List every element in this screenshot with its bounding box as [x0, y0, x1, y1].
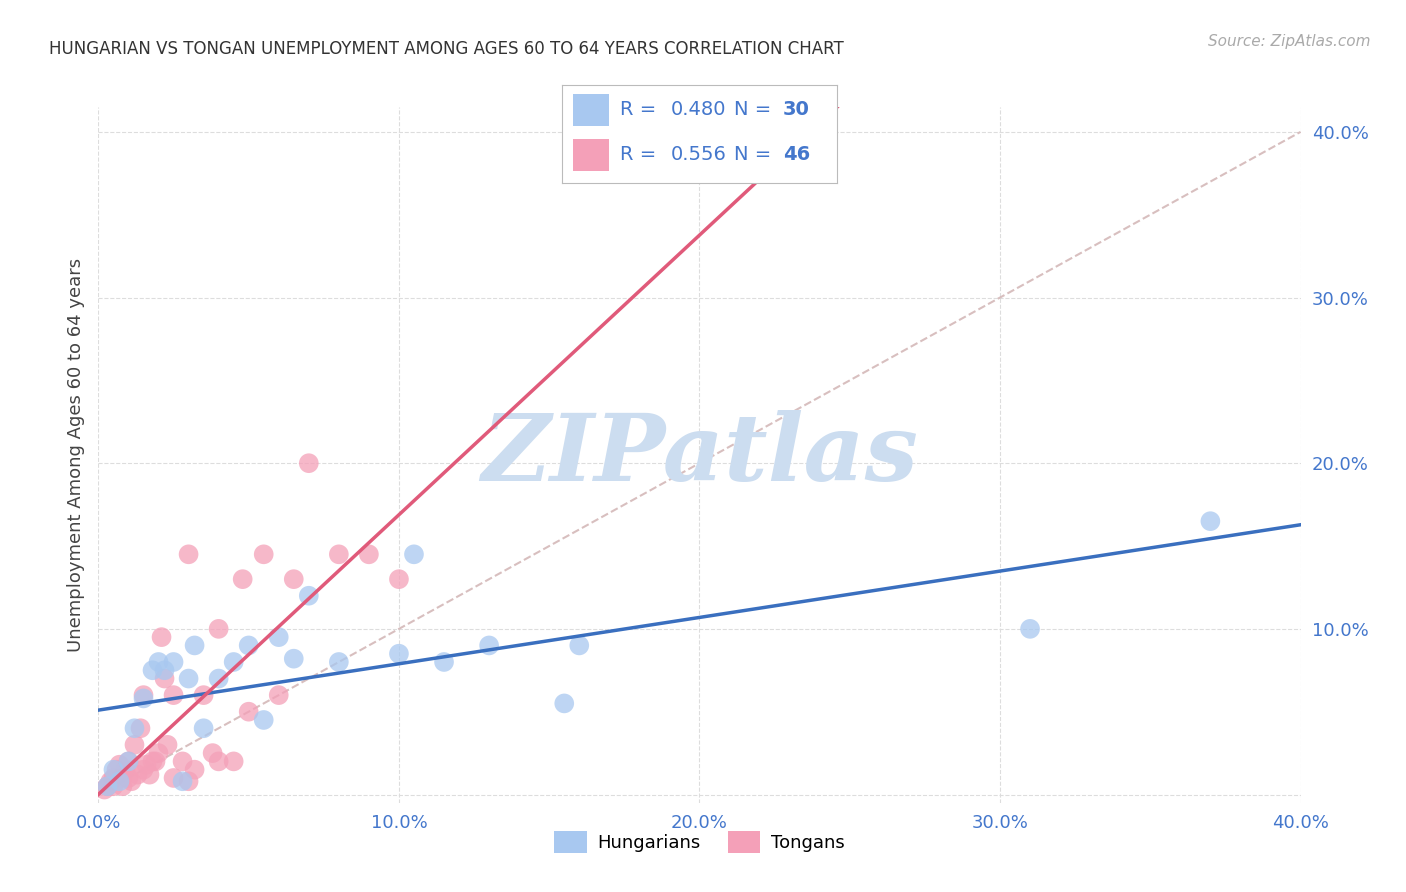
Point — [103, 763, 125, 777]
Point — [117, 755, 139, 769]
Point — [253, 713, 276, 727]
Text: 30: 30 — [783, 100, 810, 120]
Point — [153, 672, 176, 686]
Text: ZIPatlas: ZIPatlas — [481, 410, 918, 500]
Point — [141, 755, 163, 769]
Point — [132, 691, 155, 706]
Point — [96, 779, 118, 793]
Point — [100, 774, 122, 789]
Point — [283, 572, 305, 586]
Point — [222, 655, 245, 669]
Point — [402, 547, 425, 561]
Point — [1199, 514, 1222, 528]
Point — [553, 697, 575, 711]
Point — [124, 721, 146, 735]
Point — [568, 639, 591, 653]
Text: 0.556: 0.556 — [671, 145, 727, 164]
Text: N =: N = — [734, 100, 778, 120]
Point — [148, 746, 170, 760]
Point — [177, 774, 200, 789]
Point — [150, 630, 173, 644]
Point — [328, 655, 350, 669]
Text: 46: 46 — [783, 145, 810, 164]
Text: N =: N = — [734, 145, 778, 164]
Point — [222, 755, 245, 769]
Point — [124, 738, 146, 752]
Point — [111, 771, 134, 785]
Point — [253, 547, 276, 561]
Bar — [574, 139, 609, 171]
Point — [132, 688, 155, 702]
Point — [478, 639, 501, 653]
Point — [117, 771, 139, 785]
Text: R =: R = — [620, 145, 662, 164]
Point — [357, 547, 380, 561]
Text: HUNGARIAN VS TONGAN UNEMPLOYMENT AMONG AGES 60 TO 64 YEARS CORRELATION CHART: HUNGARIAN VS TONGAN UNEMPLOYMENT AMONG A… — [49, 40, 844, 58]
Text: Source: ZipAtlas.com: Source: ZipAtlas.com — [1208, 34, 1371, 49]
Point — [238, 639, 260, 653]
Point — [148, 655, 170, 669]
Legend: Hungarians, Tongans: Hungarians, Tongans — [547, 823, 852, 860]
Point — [114, 763, 136, 777]
Point — [96, 779, 118, 793]
Point — [193, 721, 215, 735]
Point — [132, 763, 155, 777]
Point — [267, 630, 290, 644]
Point — [103, 779, 125, 793]
Point — [177, 672, 200, 686]
Point — [208, 755, 231, 769]
Point — [172, 774, 194, 789]
Point — [1019, 622, 1042, 636]
Point — [328, 547, 350, 561]
Point — [298, 589, 321, 603]
Point — [201, 746, 224, 760]
Point — [111, 779, 134, 793]
Point — [145, 755, 167, 769]
Point — [183, 639, 205, 653]
Point — [141, 663, 163, 677]
Point — [172, 755, 194, 769]
Point — [208, 672, 231, 686]
Point — [153, 663, 176, 677]
Point — [433, 655, 456, 669]
Point — [162, 655, 184, 669]
Point — [232, 572, 254, 586]
Point — [108, 757, 131, 772]
Text: 0.480: 0.480 — [671, 100, 725, 120]
Point — [93, 782, 115, 797]
Bar — [574, 94, 609, 126]
Point — [267, 688, 290, 702]
Point — [177, 547, 200, 561]
Point — [127, 767, 149, 781]
Point — [208, 622, 231, 636]
Point — [105, 763, 128, 777]
Text: R =: R = — [620, 100, 662, 120]
Point — [162, 771, 184, 785]
Point — [162, 688, 184, 702]
Point — [135, 757, 157, 772]
Point — [121, 774, 143, 789]
Point — [388, 647, 411, 661]
Point — [183, 763, 205, 777]
Point — [138, 767, 160, 781]
Point — [193, 688, 215, 702]
Y-axis label: Unemployment Among Ages 60 to 64 years: Unemployment Among Ages 60 to 64 years — [66, 258, 84, 652]
Point — [283, 651, 305, 665]
Point — [117, 755, 139, 769]
Point — [108, 774, 131, 789]
Point — [388, 572, 411, 586]
Point — [238, 705, 260, 719]
Point — [298, 456, 321, 470]
Point — [156, 738, 179, 752]
Point — [129, 721, 152, 735]
Point — [103, 771, 125, 785]
